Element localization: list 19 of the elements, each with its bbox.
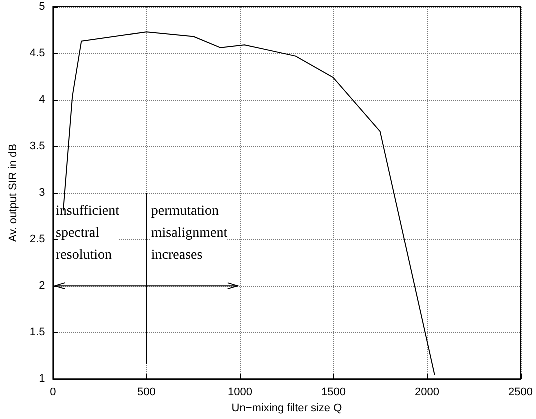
x-tick-label: 1500 <box>321 386 346 399</box>
y-tick-label: 1.5 <box>30 326 46 339</box>
x-tick-label: 2500 <box>508 386 534 399</box>
y-tick-label: 3.5 <box>30 140 46 153</box>
annotation: permutation misalignment increases <box>151 204 228 263</box>
y-tick-label: 3 <box>39 187 46 200</box>
y-tick-label: 1 <box>39 373 46 386</box>
x-axis-title: Un−mixing filter size Q <box>232 402 343 414</box>
annotation: insufficient spectral resolution <box>56 204 120 263</box>
x-tick-label: 500 <box>138 386 156 399</box>
x-tick-label: 1000 <box>228 386 252 399</box>
y-axis-title: Av. output SIR in dB <box>8 144 20 242</box>
y-tick-label: 4.5 <box>30 48 46 60</box>
y-tick-label: 4 <box>39 94 46 106</box>
x-tick-label: 2000 <box>415 386 440 399</box>
y-tick-label: 5 <box>39 1 46 13</box>
x-tick-label: 0 <box>50 386 56 399</box>
y-tick-label: 2.5 <box>30 234 46 246</box>
y-tick-label: 2 <box>39 280 46 292</box>
